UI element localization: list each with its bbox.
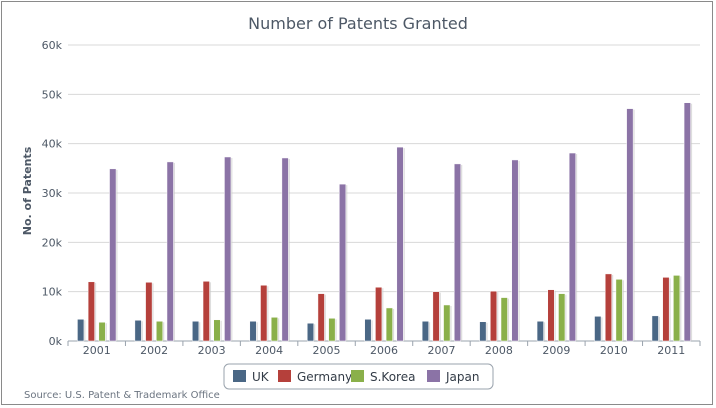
bar-uk-2007[interactable] [421,321,429,342]
bar-uk-2010[interactable] [594,316,602,342]
bar-germany-2001[interactable] [87,281,95,342]
bar-japan-2005[interactable] [339,183,347,342]
bar-germany-2002[interactable] [145,282,153,342]
legend-label: Germany [297,370,352,384]
bar-germany-2007[interactable] [432,291,440,342]
x-tick-label: 2004 [255,344,283,357]
bar-japan-2001[interactable] [109,168,117,342]
bar-s-korea-2010[interactable] [615,279,623,342]
bar-s-korea-2005[interactable] [328,318,336,342]
bar-uk-2008[interactable] [479,321,487,342]
bar-s-korea-2004[interactable] [270,317,278,342]
y-tick-label: 30k [42,187,63,200]
bar-uk-2005[interactable] [306,322,314,342]
legend-item-uk[interactable]: UK [233,370,270,384]
bar-japan-2007[interactable] [454,163,462,342]
legend-label: UK [252,370,270,384]
x-tick-label: 2010 [600,344,628,357]
bar-uk-2009[interactable] [536,321,544,342]
bar-japan-2002[interactable] [166,161,174,342]
x-tick-label: 2003 [198,344,226,357]
x-tick-label: 2001 [83,344,111,357]
bar-s-korea-2007[interactable] [443,304,451,342]
chart-title: Number of Patents Granted [248,14,468,33]
legend-item-germany[interactable]: Germany [278,370,352,384]
bar-s-korea-2001[interactable] [98,322,106,342]
bar-uk-2011[interactable] [651,315,659,342]
legend-item-japan[interactable]: Japan [427,370,479,384]
x-tick-label: 2008 [485,344,513,357]
bar-uk-2004[interactable] [249,321,257,342]
bar-germany-2003[interactable] [202,281,210,342]
x-tick-label: 2002 [140,344,168,357]
bar-uk-2002[interactable] [134,320,142,342]
legend: UK Germany S.Korea Japan [223,363,494,390]
bar-japan-2003[interactable] [224,156,232,342]
y-tick-label: 40k [42,138,63,151]
legend-swatch [351,370,364,382]
bars [77,102,693,342]
bar-s-korea-2002[interactable] [156,321,164,342]
bar-s-korea-2009[interactable] [558,293,566,342]
y-axis-title: No. of Patents [21,146,34,235]
bar-germany-2008[interactable] [490,290,498,342]
x-tick-label: 2011 [657,344,685,357]
legend-swatch [427,370,440,382]
bar-s-korea-2008[interactable] [500,297,508,342]
bar-germany-2006[interactable] [375,286,383,342]
x-tick-label: 2007 [427,344,455,357]
x-axis-ticks: 2001 2002 2003 2004 2005 2006 2007 2008 2009 2010… [67,341,701,357]
bar-s-korea-2006[interactable] [385,307,393,342]
y-tick-label: 50k [42,88,63,101]
y-tick-label: 0k [49,335,63,348]
y-axis-ticks: 0k 10k 20k 30k 40k 50k 60k [42,39,63,348]
bar-uk-2006[interactable] [364,319,372,342]
y-tick-label: 10k [42,286,63,299]
bar-germany-2011[interactable] [662,277,670,342]
legend-swatch [278,370,291,382]
bar-japan-2011[interactable] [683,102,691,342]
bar-japan-2006[interactable] [396,146,404,342]
bar-uk-2003[interactable] [192,321,200,342]
bar-japan-2008[interactable] [511,159,519,342]
bar-japan-2009[interactable] [568,152,576,342]
bar-germany-2009[interactable] [547,289,555,342]
bar-japan-2010[interactable] [626,108,634,342]
bar-s-korea-2003[interactable] [213,319,221,342]
bar-s-korea-2011[interactable] [673,275,681,342]
y-tick-label: 60k [42,39,63,52]
bar-uk-2001[interactable] [77,319,85,342]
y-tick-label: 20k [42,236,63,249]
x-tick-label: 2009 [542,344,570,357]
legend-item-s-korea[interactable]: S.Korea [351,370,415,384]
bar-germany-2004[interactable] [260,285,268,342]
source-note: Source: U.S. Patent & Trademark Office [24,390,220,401]
x-tick-label: 2005 [313,344,341,357]
legend-swatch [233,370,246,382]
bar-germany-2005[interactable] [317,293,325,342]
legend-label: S.Korea [370,370,415,384]
bar-japan-2004[interactable] [281,157,289,342]
x-tick-label: 2006 [370,344,398,357]
legend-label: Japan [445,370,479,384]
bar-germany-2010[interactable] [604,273,612,342]
